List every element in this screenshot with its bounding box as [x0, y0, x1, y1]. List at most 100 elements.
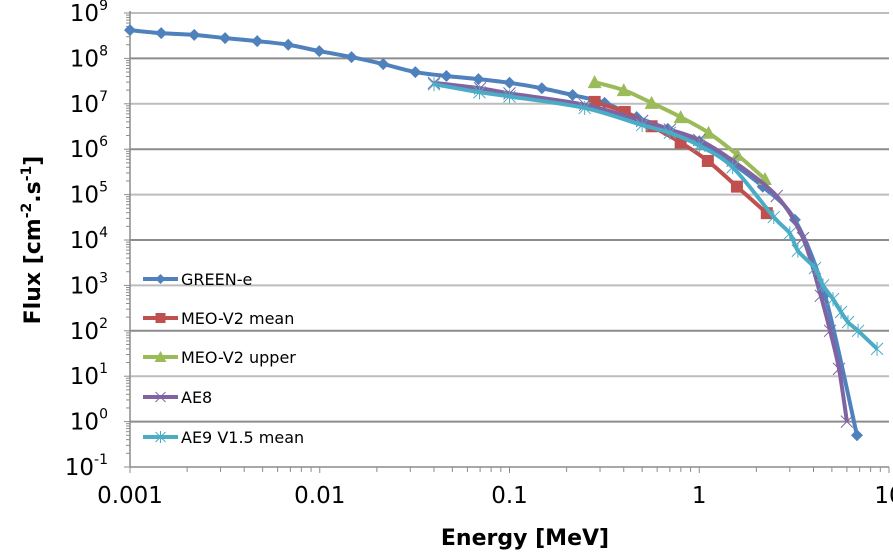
data-point-ae9-v1-5-mean	[767, 210, 781, 225]
y-tick-label: 108	[70, 43, 108, 72]
data-point-ae9-v1-5-mean	[503, 89, 516, 104]
x-tick-label: 0.001	[97, 483, 163, 509]
gridlines	[130, 12, 889, 423]
legend-item-green-e: GREEN-e	[143, 270, 252, 289]
y-tick-exponent: 7	[99, 89, 108, 105]
y-tick-label: 100	[70, 407, 108, 436]
data-point-green-e	[409, 66, 422, 79]
legend-label: MEO-V2 mean	[181, 309, 294, 328]
x-tick-label: 10	[874, 483, 893, 509]
x-tick-label: 0.01	[294, 483, 345, 509]
data-point-ae9-v1-5-mean	[834, 304, 848, 319]
data-point-ae9-v1-5-mean	[692, 138, 706, 153]
y-tick-exponent: -1	[94, 452, 108, 468]
data-point-ae9-v1-5-mean	[841, 315, 855, 330]
data-point-ae9-v1-5-mean	[851, 323, 865, 338]
y-tick-exponent: 5	[99, 180, 108, 196]
data-point-green-e	[282, 38, 295, 51]
y-tick-base: 10	[70, 228, 99, 254]
legend-item-ae8: AE8	[143, 388, 212, 407]
y-tick-exponent: 8	[99, 43, 108, 59]
y-axis-title: Flux [cm-2.s-1]	[19, 156, 46, 325]
data-point-ae9-v1-5-mean	[473, 85, 486, 100]
data-point-ae8	[823, 324, 837, 338]
y-tick-base: 10	[70, 46, 99, 72]
data-point-green-e	[155, 27, 168, 40]
data-point-ae9-v1-5-mean	[726, 160, 740, 175]
legend-label: MEO-V2 upper	[181, 348, 296, 367]
y-axis-title-exp2: -1	[19, 166, 35, 182]
data-point-green-e	[313, 45, 326, 58]
data-point-meo-v2-upper	[587, 75, 602, 89]
series-green-e	[124, 24, 863, 442]
y-tick-label: 102	[70, 316, 108, 345]
y-tick-exponent: 1	[99, 361, 108, 377]
series-ae8	[427, 76, 854, 428]
x-tick-labels: 0.001 0.01 0.1 1 10	[97, 483, 893, 509]
data-point-meo-v2-upper	[616, 83, 631, 97]
data-point-ae8	[814, 289, 828, 303]
series-line-ae8	[433, 80, 849, 422]
legend-label: AE9 V1.5 mean	[181, 428, 304, 447]
data-point-green-e	[440, 69, 453, 82]
y-tick-label: 105	[70, 180, 108, 209]
legend-item-meo-v2-upper: MEO-V2 upper	[143, 348, 296, 367]
y-tick-label: 109	[70, 0, 108, 27]
data-point-ae9-v1-5-mean	[791, 243, 805, 258]
y-tick-exponent: 0	[99, 407, 108, 423]
data-point-ae9-v1-5-mean	[635, 118, 649, 133]
y-tick-label: 101	[70, 361, 108, 390]
data-point-green-e	[503, 76, 516, 89]
data-point-green-e	[850, 429, 863, 442]
data-point-meo-v2-mean	[730, 180, 743, 193]
y-tick-label: 103	[70, 270, 108, 299]
y-tick-exponent: 9	[99, 0, 108, 14]
legend-label: GREEN-e	[181, 270, 252, 289]
data-point-green-e	[219, 32, 232, 45]
data-point-meo-v2-mean	[701, 154, 714, 167]
data-point-green-e	[535, 82, 548, 95]
data-point-ae9-v1-5-mean	[870, 341, 884, 356]
data-point-meo-v2-upper	[730, 147, 745, 161]
y-tick-base: 10	[65, 455, 94, 481]
y-axis-title-end: ]	[21, 156, 46, 166]
data-point-ae9-v1-5-mean	[663, 125, 677, 140]
data-point-ae9-v1-5-mean	[816, 278, 830, 293]
legend-marker-asterisk-icon	[155, 431, 166, 443]
y-tick-base: 10	[70, 92, 99, 118]
legend-marker-x-icon	[155, 391, 166, 403]
series-meo-v2-upper	[587, 75, 772, 186]
y-tick-exponent: 6	[99, 134, 108, 150]
data-point-green-e	[377, 58, 390, 71]
data-point-ae8	[832, 362, 846, 376]
y-tick-exponent: 4	[99, 225, 108, 241]
data-point-ae9-v1-5-mean	[808, 261, 822, 276]
y-axis-title-exp1: -2	[19, 203, 35, 219]
data-point-green-e	[188, 28, 201, 41]
y-tick-base: 10	[70, 137, 99, 163]
y-tick-base: 10	[70, 1, 99, 27]
legend-item-meo-v2-mean: MEO-V2 mean	[143, 309, 294, 328]
data-point-ae8	[840, 415, 854, 428]
y-tick-base: 10	[70, 364, 99, 390]
data-point-meo-v2-upper	[701, 125, 716, 139]
legend-marker-diamond-icon	[155, 274, 166, 284]
legend: GREEN-e MEO-V2 mean MEO-V2 upper AE8 AE9 V1.…	[143, 270, 304, 447]
data-point-green-e	[566, 89, 579, 102]
y-tick-base: 10	[70, 273, 99, 299]
y-tick-base: 10	[70, 183, 99, 209]
data-point-green-e	[345, 51, 358, 64]
data-point-ae9-v1-5-mean	[783, 226, 797, 241]
data-point-green-e	[251, 35, 264, 48]
legend-label: AE8	[181, 388, 212, 407]
x-tick-label: 0.1	[491, 483, 528, 509]
x-axis-title: Energy [MeV]	[441, 526, 609, 551]
y-axis-title-base: Flux [cm	[21, 218, 46, 324]
series-layer	[124, 24, 884, 442]
legend-marker-square-icon	[155, 313, 166, 323]
data-point-ae9-v1-5-mean	[427, 77, 441, 92]
data-point-ae9-v1-5-mean	[578, 100, 592, 115]
data-point-ae8	[796, 231, 810, 245]
